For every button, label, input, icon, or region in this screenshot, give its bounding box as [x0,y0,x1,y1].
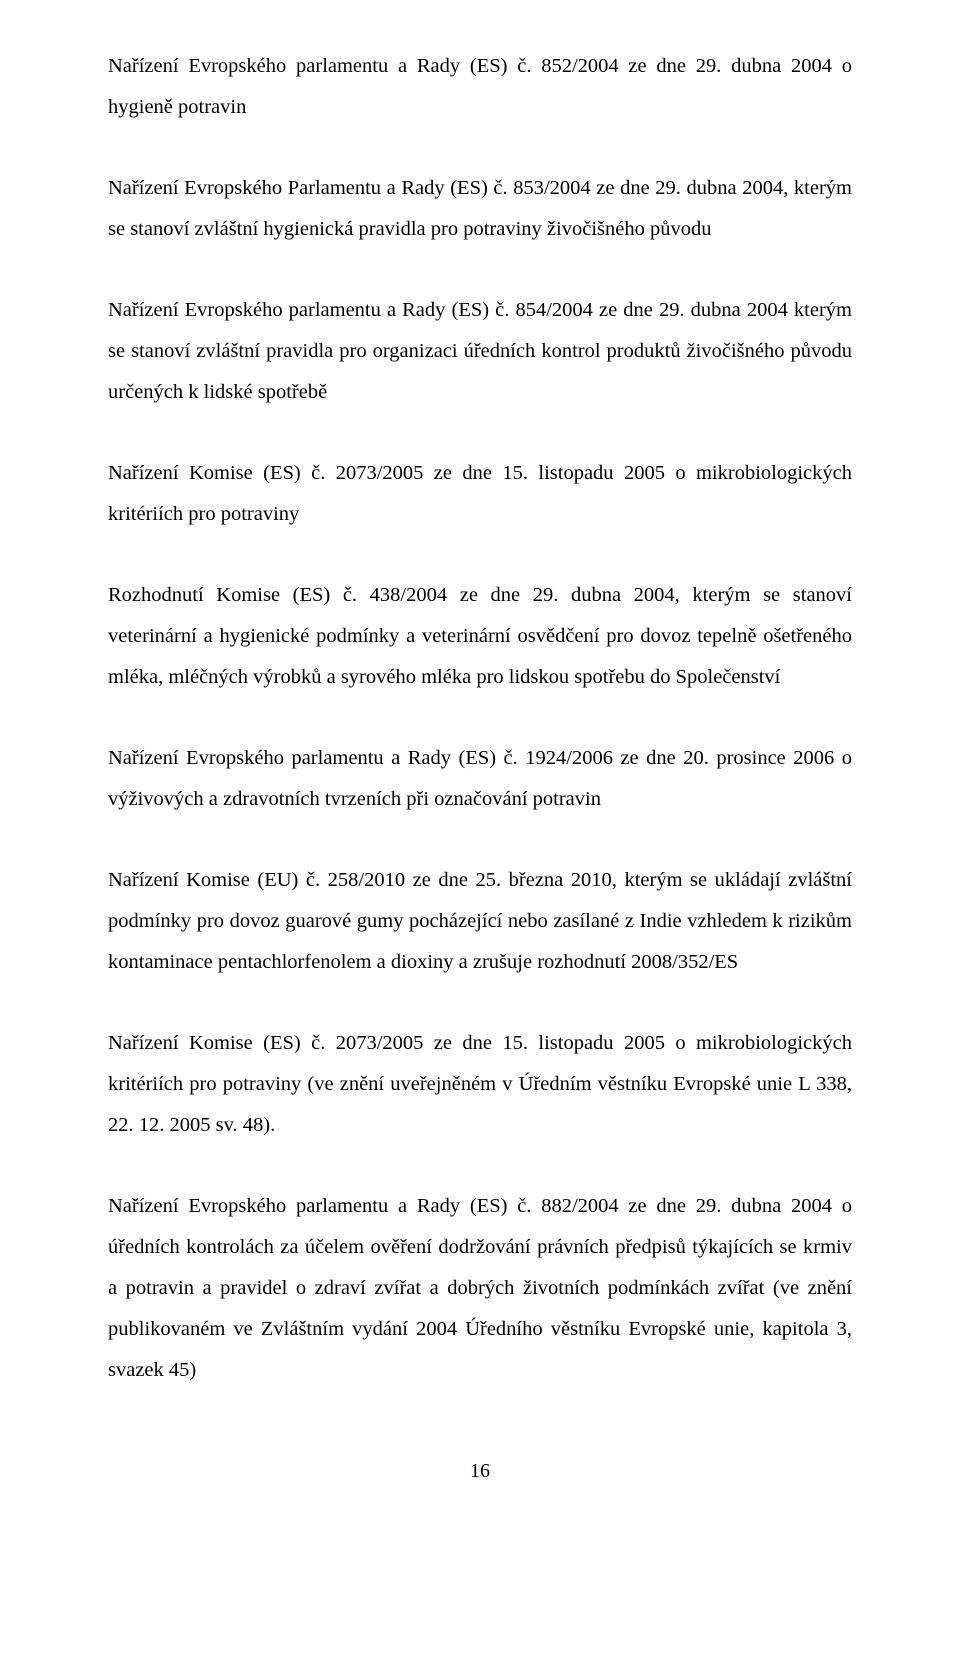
paragraph-regulation-2073-2005: Nařízení Komise (ES) č. 2073/2005 ze dne… [108,453,852,535]
paragraph-regulation-882-2004: Nařízení Evropského parlamentu a Rady (E… [108,1186,852,1391]
paragraph-regulation-854-2004: Nařízení Evropského parlamentu a Rady (E… [108,290,852,413]
page-number: 16 [108,1451,852,1491]
paragraph-regulation-853-2004: Nařízení Evropského Parlamentu a Rady (E… [108,168,852,250]
paragraph-regulation-852-2004: Nařízení Evropského parlamentu a Rady (E… [108,46,852,128]
paragraph-regulation-2073-2005-amended: Nařízení Komise (ES) č. 2073/2005 ze dne… [108,1023,852,1146]
paragraph-decision-438-2004: Rozhodnutí Komise (ES) č. 438/2004 ze dn… [108,575,852,698]
paragraph-regulation-258-2010: Nařízení Komise (EU) č. 258/2010 ze dne … [108,860,852,983]
paragraph-regulation-1924-2006: Nařízení Evropského parlamentu a Rady (E… [108,738,852,820]
